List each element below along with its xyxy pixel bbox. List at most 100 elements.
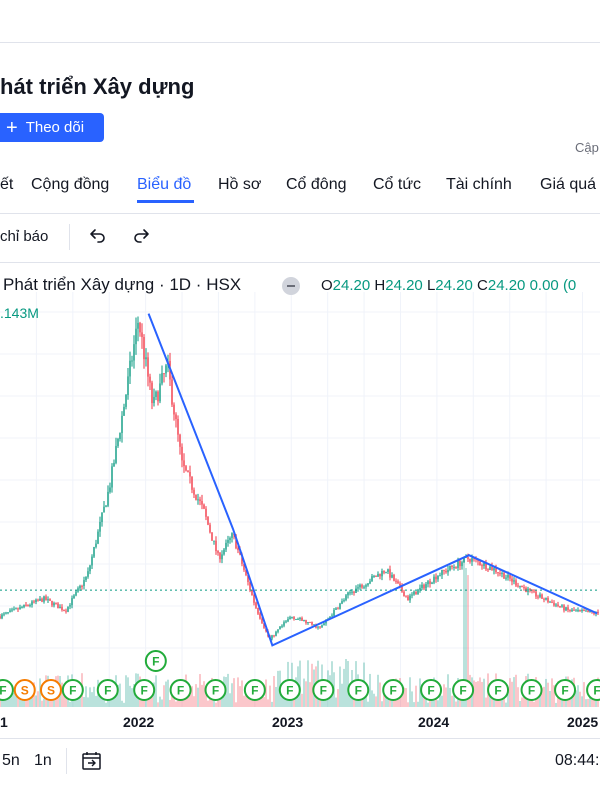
tab-chart[interactable]: Biểu đồ (137, 176, 192, 193)
candle-body (555, 604, 557, 606)
volume-bar (531, 698, 533, 707)
candle-body (221, 554, 223, 560)
candle-body (179, 434, 181, 447)
candle-body (81, 585, 83, 587)
volume-bar (441, 695, 443, 707)
candle-body (545, 597, 547, 600)
tab-financials[interactable]: Tài chính (446, 176, 512, 193)
volume-bar (37, 691, 39, 707)
calendar-goto-icon[interactable] (80, 749, 104, 773)
candle-body (1, 614, 3, 619)
candle-body (321, 625, 323, 627)
candle-body (135, 328, 137, 345)
volume-bar (229, 693, 231, 707)
undo-icon[interactable] (86, 226, 108, 248)
candle-body (499, 573, 501, 575)
close-label: C (477, 277, 488, 294)
candle-body (557, 604, 559, 606)
volume-bar (227, 673, 229, 707)
candle-body (41, 598, 43, 602)
volume-bar (89, 687, 91, 707)
volume-bar (273, 676, 275, 707)
volume-bar (105, 702, 107, 707)
indicators-button[interactable]: chỉ báo (0, 228, 49, 245)
volume-bar (467, 575, 469, 707)
follow-label: Theo dõi (25, 119, 85, 136)
volume-bar (189, 694, 191, 707)
candle-body (457, 560, 459, 568)
candle-body (369, 581, 371, 584)
candle-body (43, 596, 45, 602)
tab-price-history[interactable]: Giá quá (540, 176, 597, 193)
tab-community[interactable]: Cộng đồng (31, 176, 110, 193)
collapse-legend-icon[interactable] (282, 277, 300, 295)
candle-body (121, 415, 123, 434)
volume-bar (541, 688, 543, 707)
candle-body (333, 609, 335, 616)
volume-bar (403, 687, 405, 707)
candle-body (185, 466, 187, 471)
volume-bar (199, 674, 201, 707)
candle-body (401, 585, 403, 592)
volume-bar (193, 696, 195, 707)
volume-bar (299, 660, 301, 707)
candle-body (393, 574, 395, 581)
tab-dividends[interactable]: Cổ tức (373, 176, 422, 193)
follow-button[interactable]: + Theo dõi (0, 113, 104, 142)
candle-body (159, 383, 161, 402)
volume-bar (155, 675, 157, 707)
candle-body (51, 600, 53, 606)
candle-body (415, 591, 417, 595)
range-1y-button[interactable]: 1n (34, 752, 52, 769)
candle-body (217, 551, 219, 553)
candle-body (579, 610, 581, 612)
candle-body (547, 597, 549, 603)
update-label: Cập (575, 140, 599, 155)
candle-body (347, 592, 349, 596)
tab-overview[interactable]: ết (0, 176, 14, 193)
plus-icon: + (6, 116, 18, 139)
volume-bar (175, 701, 177, 707)
volume-bar (455, 701, 457, 707)
candle-body (473, 558, 475, 560)
volume-bar (481, 681, 483, 707)
candle-body (375, 576, 377, 578)
candle-body (247, 574, 249, 583)
price-chart[interactable]: F S S F F FFF F F F F F F F F F F F F (0, 262, 600, 737)
volume-bar (169, 699, 171, 707)
volume-bar (373, 693, 375, 707)
range-5y-button[interactable]: 5n (2, 752, 20, 769)
volume-bar (195, 684, 197, 707)
candle-body (297, 618, 299, 620)
candle-body (543, 598, 545, 600)
candle-body (33, 601, 35, 603)
candle-body (479, 561, 481, 566)
tab-shareholders[interactable]: Cổ đông (286, 176, 347, 193)
candle-body (395, 580, 397, 582)
volume-bar (43, 698, 45, 707)
price-candles (0, 316, 599, 641)
x-tick-label: 2022 (123, 714, 155, 730)
redo-icon[interactable] (131, 226, 153, 248)
volume-bar (13, 692, 15, 707)
event-marker-label: F (390, 684, 397, 698)
trend-lines (147, 313, 598, 647)
candle-body (77, 588, 79, 592)
event-marker-label: S (47, 684, 55, 698)
tab-profile[interactable]: Hồ sơ (218, 176, 262, 193)
volume-bar (221, 693, 223, 707)
volume-bar (489, 690, 491, 707)
volume-bar (591, 695, 593, 707)
volume-bar (165, 681, 167, 707)
volume-bar (19, 694, 21, 707)
event-marker-label: F (593, 684, 600, 698)
candle-body (105, 505, 107, 507)
volume-bar (367, 701, 369, 707)
candle-body (189, 471, 191, 477)
volume-bar (275, 686, 277, 707)
candle-body (125, 395, 127, 407)
candle-body (345, 595, 347, 601)
candle-body (295, 619, 297, 621)
candle-body (507, 574, 509, 578)
volume-bar (555, 702, 557, 707)
